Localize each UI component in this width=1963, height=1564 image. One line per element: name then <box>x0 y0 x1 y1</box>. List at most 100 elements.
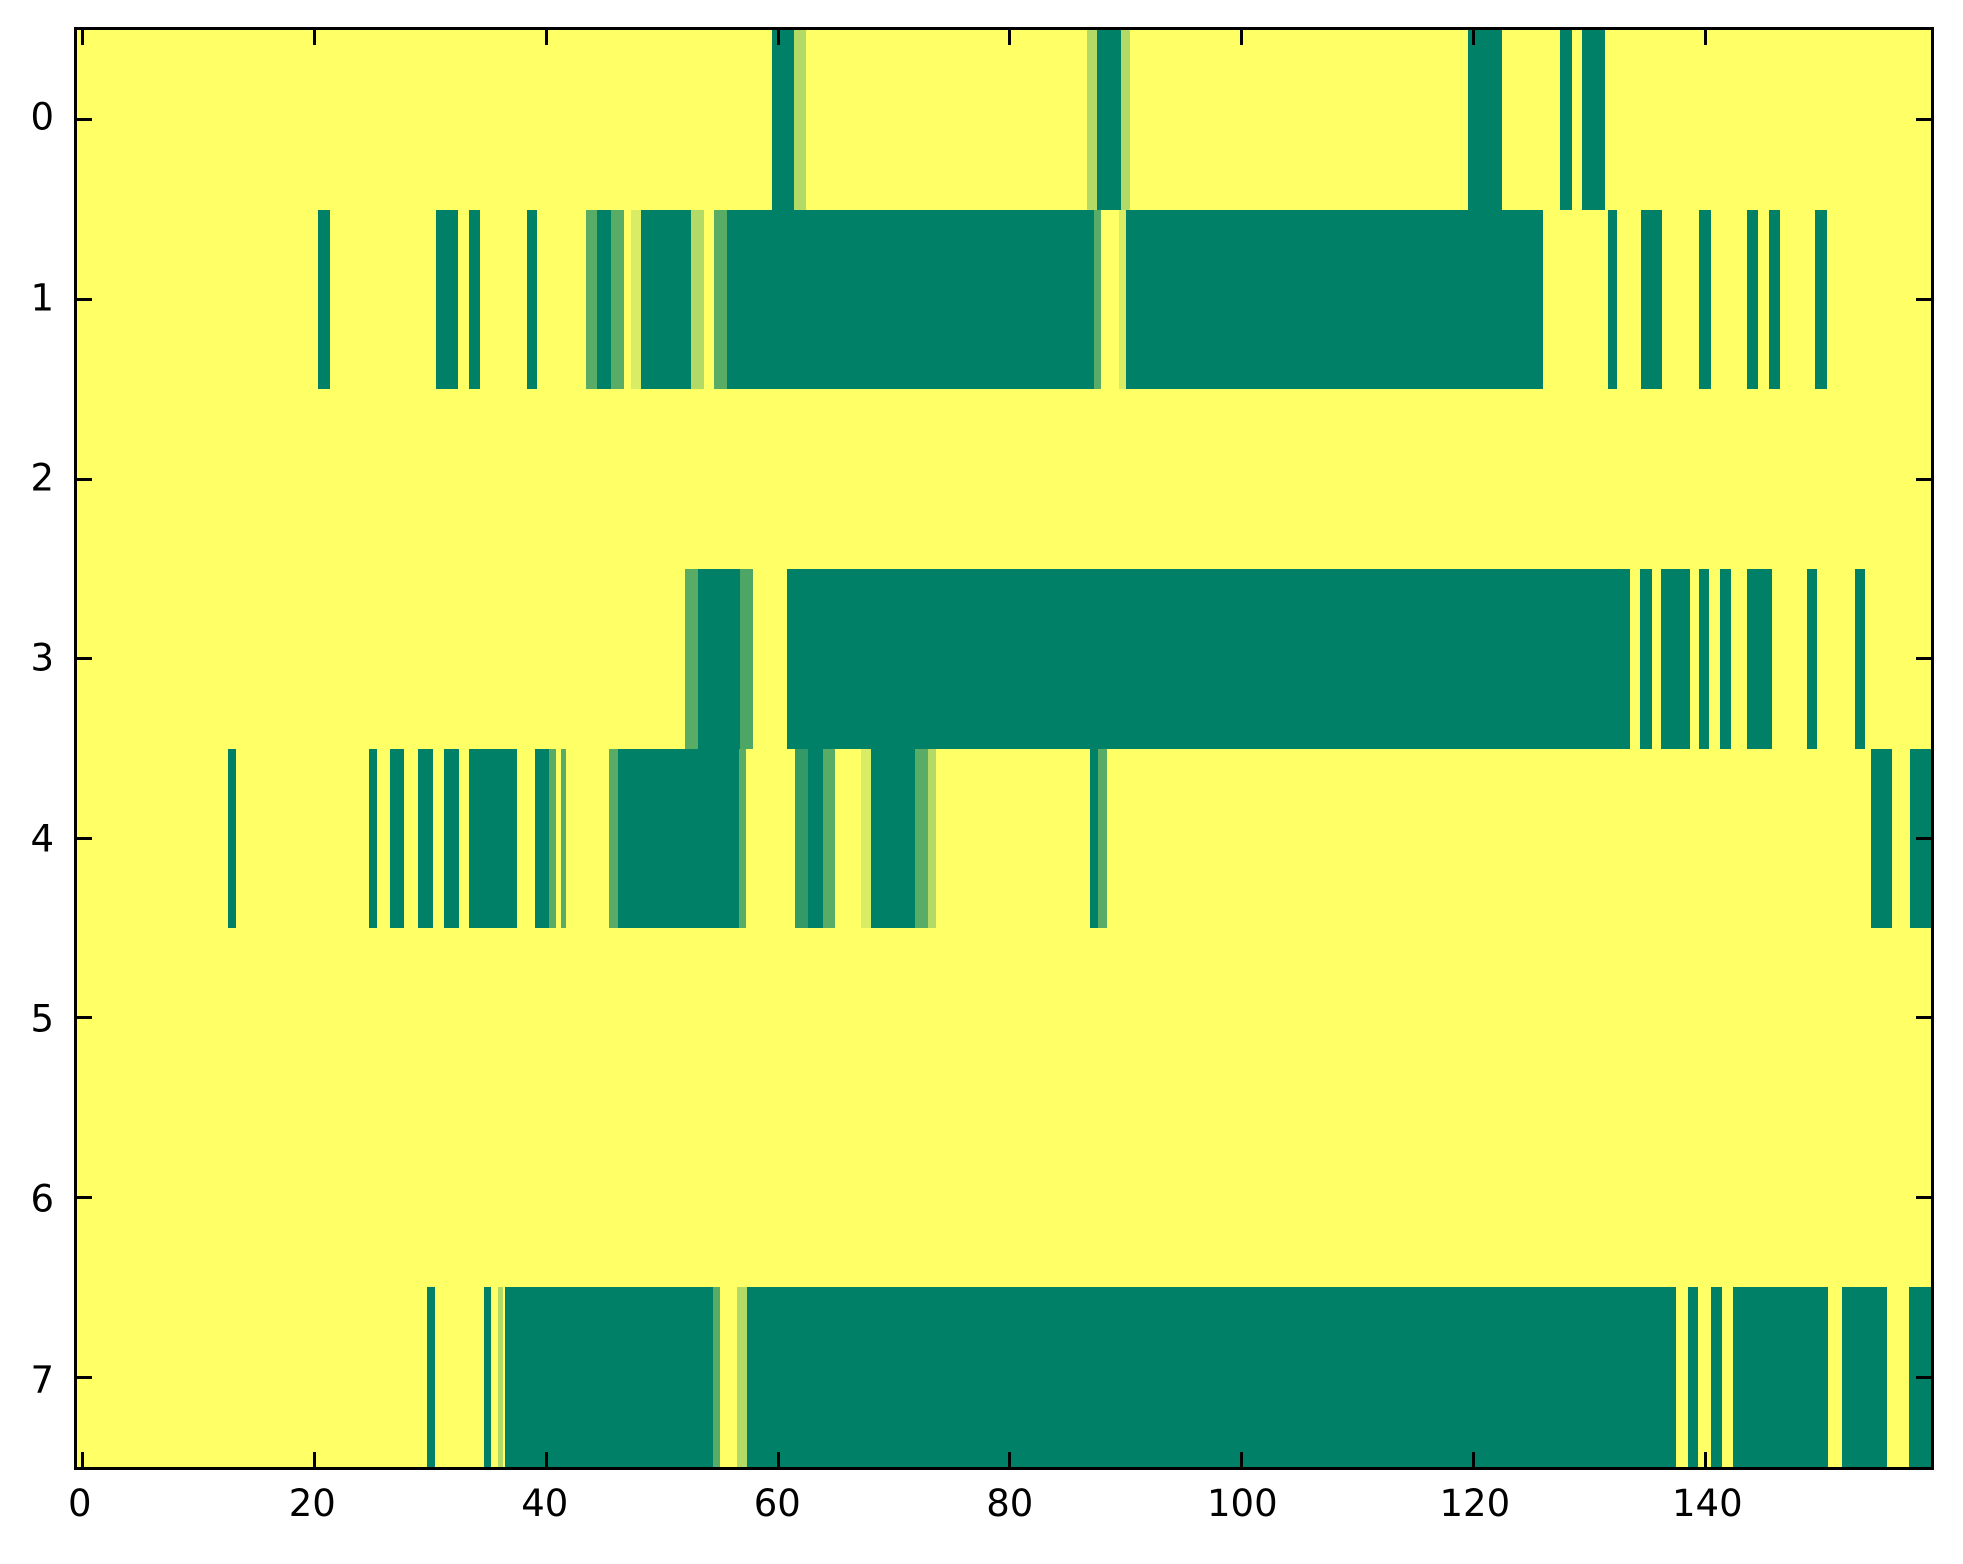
x-axis-tick <box>776 1452 780 1467</box>
heatmap-segment <box>1641 209 1663 390</box>
heatmap-segment <box>227 748 236 929</box>
heatmap-segment <box>618 748 739 929</box>
heatmap-segment <box>861 748 871 929</box>
y-axis-tick <box>77 1016 92 1020</box>
y-axis-tick <box>1916 297 1931 301</box>
heatmap-segment <box>1096 30 1122 210</box>
y-axis-tick-label: 0 <box>30 95 54 139</box>
y-axis-tick-label: 1 <box>30 276 54 320</box>
heatmap-segment <box>795 748 809 929</box>
heatmap-segment <box>1640 568 1652 749</box>
heatmap-segment <box>1560 30 1572 210</box>
heatmap-segment <box>608 748 619 929</box>
heatmap-segment <box>1746 568 1773 749</box>
heatmap-segment <box>727 209 1095 390</box>
x-axis-tick <box>313 1452 317 1467</box>
heatmap-segment <box>737 1287 747 1467</box>
heatmap-row-5 <box>77 928 1931 1108</box>
heatmap-segment <box>1815 209 1827 390</box>
y-axis-tick <box>1916 836 1931 840</box>
y-axis-tick-label: 6 <box>30 1177 54 1221</box>
x-axis-tick-label: 0 <box>68 1482 92 1525</box>
y-axis-tick <box>1916 657 1931 661</box>
heatmap-segment <box>1720 568 1731 749</box>
heatmap-segment <box>1732 1287 1828 1467</box>
x-axis-tick <box>81 1452 85 1467</box>
x-axis-tick <box>776 30 780 45</box>
heatmap-segment <box>914 748 928 929</box>
heatmap-segment <box>1089 748 1098 929</box>
x-axis-tick-label: 40 <box>521 1482 569 1525</box>
x-axis-tick <box>1240 1452 1244 1467</box>
heatmap-segment <box>714 209 728 390</box>
heatmap-row-0 <box>77 30 1931 210</box>
heatmap-segment <box>698 568 740 749</box>
heatmap-segment <box>417 748 433 929</box>
heatmap-segment <box>497 1287 504 1467</box>
y-axis-tick-label: 3 <box>30 636 54 680</box>
x-axis-tick-label: 80 <box>986 1482 1034 1525</box>
heatmap-segment <box>597 209 612 390</box>
y-axis-tick <box>77 1196 92 1200</box>
heatmap-segment <box>548 748 556 929</box>
x-axis-tick-label: 100 <box>1207 1482 1278 1525</box>
heatmap-segment <box>772 30 795 210</box>
heatmap-row-1 <box>77 209 1931 390</box>
heatmap-segment <box>808 748 824 929</box>
heatmap-segment <box>1687 1287 1699 1467</box>
heatmap-segment <box>468 748 518 929</box>
heatmap-segment <box>927 748 936 929</box>
heatmap-segment <box>585 209 598 390</box>
heatmap-segment <box>526 209 538 390</box>
heatmap-segment <box>1870 748 1892 929</box>
x-axis-tick-label: 140 <box>1672 1482 1743 1525</box>
y-axis-tick <box>1916 118 1931 122</box>
y-axis-tick <box>77 1375 92 1379</box>
heatmap-segment <box>389 748 404 929</box>
heatmap-segment <box>823 748 835 929</box>
x-axis-tick <box>313 30 317 45</box>
heatmap-segment <box>1807 568 1818 749</box>
y-axis-tick-label: 4 <box>30 817 54 861</box>
y-axis-tick <box>1916 477 1931 481</box>
y-axis-tick <box>77 836 92 840</box>
y-axis-tick <box>1916 1016 1931 1020</box>
heatmap-plot-area <box>74 27 1934 1470</box>
y-axis-tick-label: 2 <box>30 456 54 500</box>
heatmap-segment <box>1125 209 1543 390</box>
heatmap-segment <box>1854 568 1865 749</box>
x-axis-tick <box>1240 30 1244 45</box>
y-axis-tick <box>77 477 92 481</box>
heatmap-segment <box>369 748 378 929</box>
heatmap-segment <box>691 209 704 390</box>
heatmap-segment <box>738 748 746 929</box>
heatmap-segment <box>870 748 915 929</box>
heatmap-row-7 <box>77 1287 1931 1467</box>
x-axis-tick <box>1703 30 1707 45</box>
heatmap-segment <box>1097 748 1108 929</box>
heatmap-segment <box>436 209 459 390</box>
heatmap-segment <box>1710 1287 1723 1467</box>
heatmap-segment <box>739 568 753 749</box>
heatmap-segment <box>1467 30 1503 210</box>
y-axis-tick <box>1916 1375 1931 1379</box>
y-axis-tick-label: 5 <box>30 997 54 1041</box>
heatmap-segment <box>1768 209 1781 390</box>
heatmap-segment <box>1118 209 1126 390</box>
heatmap-segment <box>561 748 566 929</box>
x-axis-tick <box>1008 1452 1012 1467</box>
x-axis-tick-label: 120 <box>1439 1482 1511 1525</box>
heatmap-segment <box>685 568 699 749</box>
y-axis-tick <box>77 657 92 661</box>
heatmap-segment <box>1087 30 1097 210</box>
x-axis-tick <box>1471 1452 1475 1467</box>
heatmap-segment <box>1582 30 1606 210</box>
heatmap-row-4 <box>77 748 1931 929</box>
heatmap-segment <box>1094 209 1102 390</box>
x-axis-tick <box>1471 30 1475 45</box>
heatmap-segment <box>483 1287 491 1467</box>
x-axis-tick <box>544 30 548 45</box>
x-axis-tick-label: 20 <box>288 1482 336 1525</box>
heatmap-segment <box>630 209 642 390</box>
